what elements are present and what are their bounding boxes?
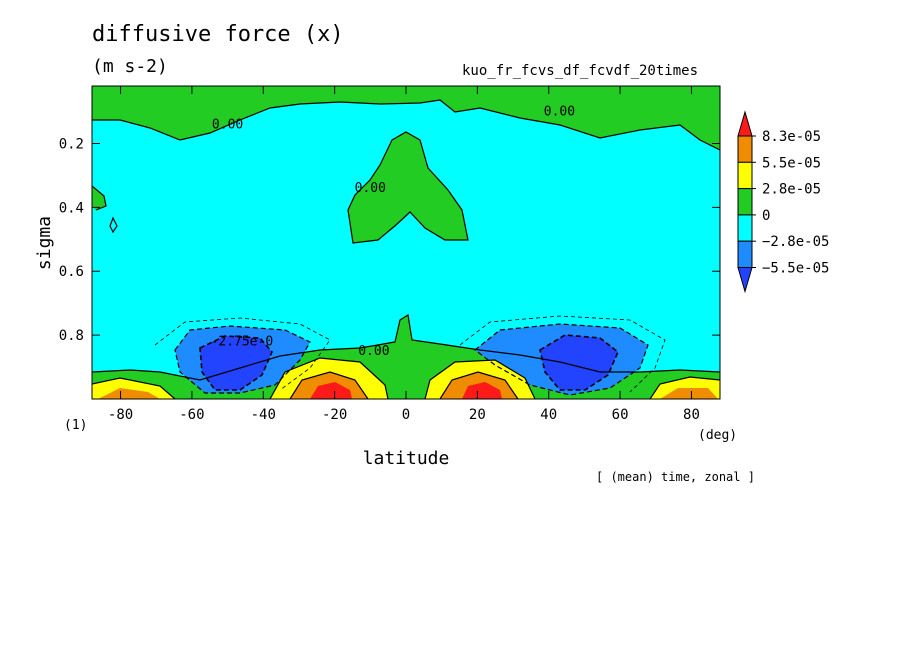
contour-line-pos-sw xyxy=(92,377,176,399)
contour-line-pos-se xyxy=(649,376,720,399)
colorbar-label: −5.5e-05 xyxy=(762,261,829,277)
contour-field xyxy=(92,86,720,399)
axes-layer: -80 -60 -40 -20 0 20 40 60 80 0.2 0.4 0.6 0.8 xyxy=(59,86,720,423)
contour-line-pos-e-inner xyxy=(439,371,519,399)
colorbar-label: 5.5e-05 xyxy=(762,155,821,171)
x-tick-label: 80 xyxy=(683,407,700,423)
panel-label: (1) xyxy=(64,418,87,433)
x-tick-label: 60 xyxy=(612,407,629,423)
colorbar-bottom-arrow xyxy=(737,267,753,294)
contour-line-top-zero xyxy=(92,99,720,151)
colorbar-label: 0 xyxy=(762,208,770,224)
x-tick-label: -40 xyxy=(251,407,276,423)
chart-units: (m s-2) xyxy=(92,56,168,77)
field-high-lobe-sw xyxy=(98,388,160,399)
x-axis-label: latitude xyxy=(363,448,450,469)
colorbar-segment xyxy=(737,188,753,216)
contour-line-pos-w xyxy=(269,357,389,399)
contour-label: 0.00 xyxy=(358,344,389,359)
colorbar-segment xyxy=(737,240,753,268)
contour-line-pos-e xyxy=(424,359,536,399)
x-tick-label: -80 xyxy=(108,407,133,423)
x-tick-label: -60 xyxy=(179,407,204,423)
contour-label: 0.00 xyxy=(544,105,575,120)
contour-lines xyxy=(92,99,720,399)
contour-line-pos-w-inner xyxy=(289,371,369,399)
y-tick-label: 0.8 xyxy=(59,328,84,344)
field-top-band xyxy=(92,86,720,150)
field-central-plume xyxy=(348,132,468,243)
field-peak-e xyxy=(462,382,502,399)
contour-line-neg-right-outer xyxy=(459,315,666,393)
field-strong-negative-left xyxy=(200,336,272,390)
colorbar-segment xyxy=(737,161,753,190)
contour-label: 0.00 xyxy=(212,117,243,132)
contour-label: -2.75e-0 xyxy=(211,335,274,350)
run-name: kuo_fr_fcvs_df_fcvdf_20times xyxy=(462,63,699,79)
x-tick-label: 0 xyxy=(402,407,410,423)
contour-line-neg-right-dashed xyxy=(474,323,649,396)
colorbar-label: 8.3e-05 xyxy=(762,129,821,145)
x-tick-label: 40 xyxy=(540,407,557,423)
contour-label-layer: 0.00 0.00 0.00 -2.75e-0 0.00 xyxy=(211,105,576,360)
y-axis-label: sigma xyxy=(34,216,55,270)
x-tick-label: 20 xyxy=(469,407,486,423)
contour-line-neg-left-outer xyxy=(154,317,331,391)
x-tick-label: -20 xyxy=(322,407,347,423)
colorbar-segment xyxy=(737,214,753,242)
field-strong-negative-right xyxy=(540,335,618,390)
field-peak-w xyxy=(310,382,352,399)
field-high-lobe-se xyxy=(660,388,718,399)
field-left-blob xyxy=(92,186,106,210)
y-tick-label: 0.6 xyxy=(59,264,84,280)
contour-line-strong-neg-right xyxy=(539,334,619,391)
colorbar-label: 2.8e-05 xyxy=(762,182,821,198)
contour-line-left-spike xyxy=(109,216,118,234)
chart-title: diffusive force (x) xyxy=(92,22,344,47)
footer-note: [ (mean) time, zonal ] xyxy=(596,470,755,484)
colorbar-top-arrow xyxy=(737,110,753,137)
colorbar-segment xyxy=(737,135,753,163)
contour-line-plume-zero xyxy=(347,131,469,244)
colorbar: 8.3e-05 5.5e-05 2.8e-05 0 −2.8e-05 −5.5e-05 xyxy=(737,110,829,294)
x-unit-label: (deg) xyxy=(698,428,737,443)
colorbar-label: −2.8e-05 xyxy=(762,234,829,250)
contour-line-strong-neg-left xyxy=(199,335,273,391)
y-tick-label: 0.2 xyxy=(59,136,84,152)
contour-line-neg-left-dashed xyxy=(174,325,311,394)
contour-line-left-blob xyxy=(92,185,107,211)
contour-label: 0.00 xyxy=(355,181,386,196)
y-tick-label: 0.4 xyxy=(59,200,84,216)
